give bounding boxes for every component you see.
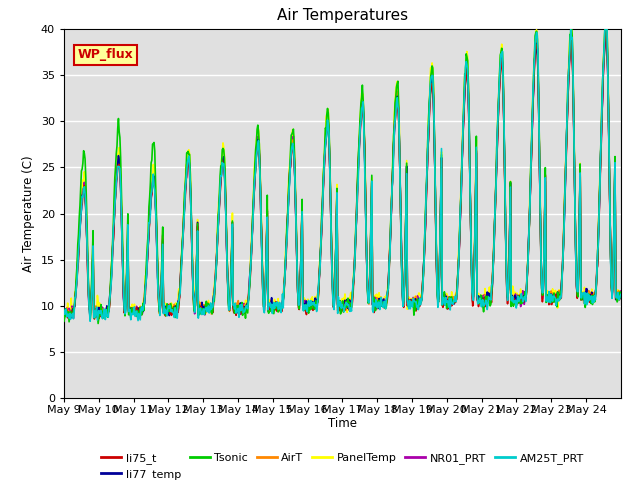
li77_temp xyxy=(65,315,73,321)
li75_t xyxy=(228,224,236,230)
li75_t xyxy=(91,316,99,322)
AirT xyxy=(126,306,134,312)
Line: li77_temp: li77_temp xyxy=(64,30,621,318)
Y-axis label: Air Temperature (C): Air Temperature (C) xyxy=(22,156,35,272)
li77_temp xyxy=(126,308,134,314)
li77_temp xyxy=(617,295,625,301)
Legend: li75_t, li77_temp, Tsonic, AirT, PanelTemp, NR01_PRT, AM25T_PRT: li75_t, li77_temp, Tsonic, AirT, PanelTe… xyxy=(97,448,588,480)
NR01_PRT xyxy=(126,312,134,318)
PanelTemp xyxy=(602,19,610,25)
Tsonic xyxy=(432,218,440,224)
li75_t xyxy=(126,307,134,312)
AirT xyxy=(277,309,285,314)
X-axis label: Time: Time xyxy=(328,417,357,430)
PanelTemp xyxy=(276,309,284,315)
li77_temp xyxy=(60,305,68,311)
li77_temp xyxy=(401,278,408,284)
Tsonic xyxy=(602,20,610,25)
AirT xyxy=(401,276,408,282)
li75_t xyxy=(432,220,440,226)
Line: AirT: AirT xyxy=(64,27,621,319)
AM25T_PRT xyxy=(126,307,134,312)
Text: WP_flux: WP_flux xyxy=(78,48,134,61)
NR01_PRT xyxy=(60,307,68,312)
Tsonic xyxy=(401,282,408,288)
PanelTemp xyxy=(431,167,439,173)
AM25T_PRT xyxy=(256,174,264,180)
NR01_PRT xyxy=(401,280,408,286)
AM25T_PRT xyxy=(228,221,236,227)
li77_temp xyxy=(602,27,610,33)
AM25T_PRT xyxy=(401,277,408,283)
AM25T_PRT xyxy=(277,310,285,315)
Line: AM25T_PRT: AM25T_PRT xyxy=(64,22,621,321)
AM25T_PRT xyxy=(86,318,94,324)
li75_t xyxy=(256,172,264,178)
AirT xyxy=(432,216,440,222)
NR01_PRT xyxy=(277,307,285,312)
li77_temp xyxy=(256,170,264,176)
AM25T_PRT xyxy=(432,206,440,212)
Tsonic xyxy=(126,307,134,313)
PanelTemp xyxy=(255,140,263,146)
Line: PanelTemp: PanelTemp xyxy=(64,22,621,317)
AM25T_PRT xyxy=(602,19,610,25)
li75_t xyxy=(277,304,285,310)
li77_temp xyxy=(432,215,440,221)
Tsonic xyxy=(94,321,102,326)
li75_t xyxy=(602,28,610,34)
NR01_PRT xyxy=(256,171,264,177)
li75_t xyxy=(617,294,625,300)
Tsonic xyxy=(256,168,264,174)
NR01_PRT xyxy=(617,288,625,294)
Tsonic xyxy=(228,218,236,224)
AM25T_PRT xyxy=(617,291,625,297)
AirT xyxy=(228,219,236,225)
NR01_PRT xyxy=(432,216,440,221)
NR01_PRT xyxy=(70,315,77,321)
AirT xyxy=(256,173,264,179)
PanelTemp xyxy=(617,295,625,300)
li77_temp xyxy=(277,303,285,309)
AirT xyxy=(602,24,610,30)
AirT xyxy=(60,308,68,314)
Tsonic xyxy=(60,318,68,324)
Line: NR01_PRT: NR01_PRT xyxy=(64,33,621,318)
Tsonic xyxy=(617,294,625,300)
PanelTemp xyxy=(125,312,133,317)
Tsonic xyxy=(277,309,285,314)
Title: Air Temperatures: Air Temperatures xyxy=(277,9,408,24)
PanelTemp xyxy=(400,288,408,293)
PanelTemp xyxy=(228,241,236,247)
PanelTemp xyxy=(60,314,68,320)
AirT xyxy=(617,290,625,296)
AM25T_PRT xyxy=(60,308,68,313)
li75_t xyxy=(401,280,408,286)
Line: li75_t: li75_t xyxy=(64,31,621,319)
NR01_PRT xyxy=(602,30,610,36)
li77_temp xyxy=(228,219,236,225)
NR01_PRT xyxy=(228,225,236,231)
Line: Tsonic: Tsonic xyxy=(64,23,621,324)
li75_t xyxy=(60,308,68,313)
AirT xyxy=(101,316,109,322)
